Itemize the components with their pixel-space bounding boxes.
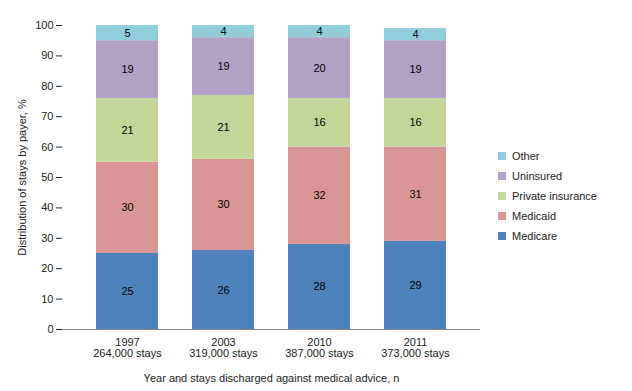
svg-text:19: 19 xyxy=(217,60,229,72)
svg-text:2003319,000 stays: 2003319,000 stays xyxy=(189,336,258,359)
svg-text:Distribution of stays by payer: Distribution of stays by payer, % xyxy=(16,99,28,256)
svg-text:28: 28 xyxy=(313,280,325,292)
svg-text:60: 60 xyxy=(41,141,53,153)
svg-text:16: 16 xyxy=(313,116,325,128)
svg-text:5: 5 xyxy=(124,27,130,39)
svg-text:70: 70 xyxy=(41,110,53,122)
svg-text:4: 4 xyxy=(316,25,322,37)
svg-text:16: 16 xyxy=(409,116,421,128)
html-text:Uninsured: Uninsured xyxy=(512,169,563,182)
svg-text:30: 30 xyxy=(41,232,53,244)
svg-text:32: 32 xyxy=(313,189,325,201)
svg-text:21: 21 xyxy=(217,121,229,133)
html-text:Medicaid: Medicaid xyxy=(512,209,556,222)
svg-text:29: 29 xyxy=(409,279,421,291)
svg-text:2011373,000 stays: 2011373,000 stays xyxy=(381,336,450,359)
svg-text:80: 80 xyxy=(41,80,53,92)
svg-text:4: 4 xyxy=(412,28,418,40)
svg-text:90: 90 xyxy=(41,49,53,61)
svg-text:19: 19 xyxy=(409,63,421,75)
html-text:Private insurance: Private insurance xyxy=(512,189,597,202)
svg-text:0: 0 xyxy=(47,323,53,335)
svg-text:20: 20 xyxy=(41,262,53,274)
svg-text:40: 40 xyxy=(41,201,53,213)
svg-text:2010387,000 stays: 2010387,000 stays xyxy=(285,336,354,359)
html-text:Other: Other xyxy=(512,149,540,162)
svg-text:31: 31 xyxy=(409,188,421,200)
svg-text:20: 20 xyxy=(313,62,325,74)
svg-text:1997264,000 stays: 1997264,000 stays xyxy=(93,336,162,359)
svg-text:10: 10 xyxy=(41,293,53,305)
svg-text:26: 26 xyxy=(217,284,229,296)
svg-text:30: 30 xyxy=(217,198,229,210)
svg-text:21: 21 xyxy=(121,124,133,136)
svg-text:Year and stays discharged agai: Year and stays discharged against medica… xyxy=(144,372,400,384)
svg-text:30: 30 xyxy=(121,201,133,213)
svg-text:25: 25 xyxy=(121,285,133,297)
html-text:Medicare: Medicare xyxy=(512,229,558,242)
svg-text:100: 100 xyxy=(35,19,53,31)
svg-text:19: 19 xyxy=(121,63,133,75)
svg-text:50: 50 xyxy=(41,171,53,183)
svg-text:4: 4 xyxy=(220,25,226,37)
